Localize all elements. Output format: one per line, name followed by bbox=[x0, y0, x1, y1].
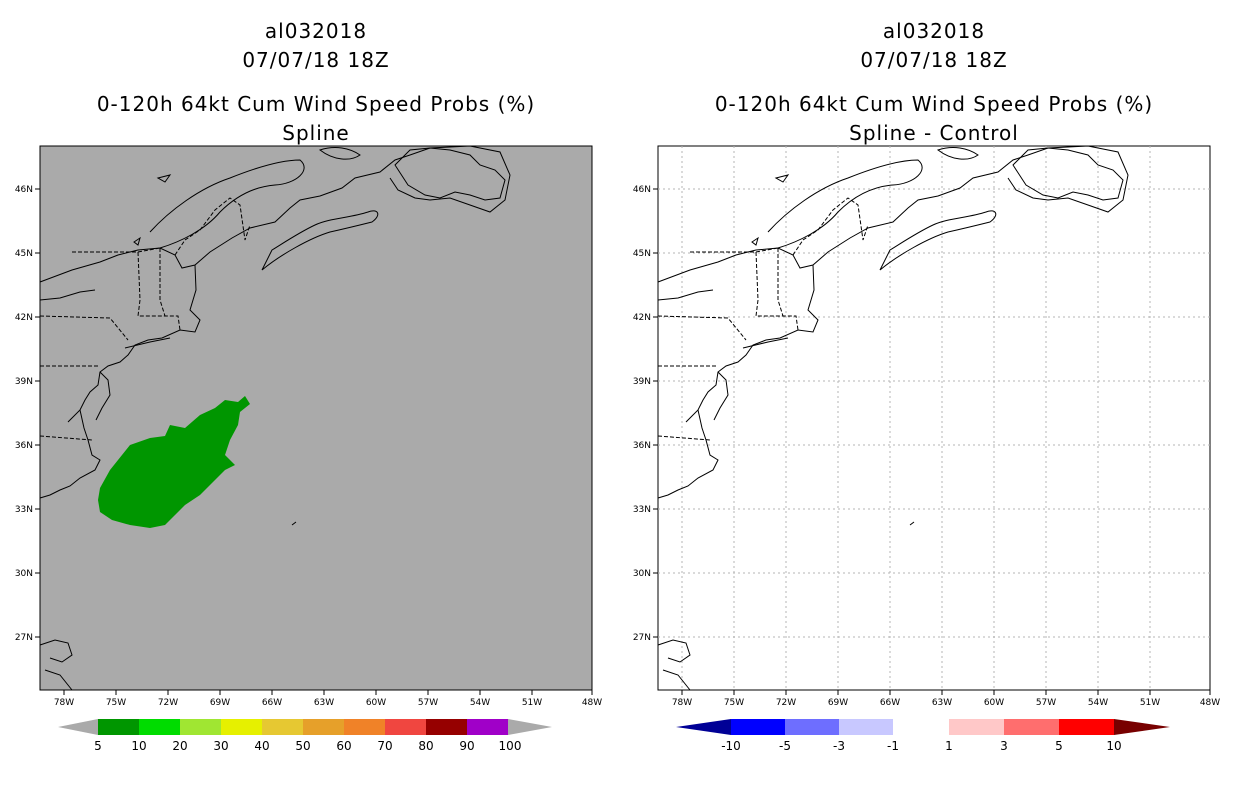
right-lat-label: 33N bbox=[633, 505, 651, 515]
right-lat-label: 39N bbox=[633, 377, 651, 387]
right-lat-label: 30N bbox=[633, 569, 651, 579]
left-lon-label: 75W bbox=[106, 698, 126, 708]
left-colorbar-label: 50 bbox=[295, 739, 310, 753]
left-lon-label: 66W bbox=[262, 698, 282, 708]
left-colorbar-label: 40 bbox=[254, 739, 269, 753]
right-colorbar-label: 10 bbox=[1106, 739, 1121, 753]
right-lon-label: 57W bbox=[1036, 698, 1056, 708]
right-lat-label: 42N bbox=[633, 313, 651, 323]
right-colorbar-high-arrow bbox=[1114, 719, 1170, 735]
right-colorbar-swatch bbox=[785, 719, 839, 735]
left-colorbar-label: 30 bbox=[213, 739, 228, 753]
left-colorbar-swatch bbox=[303, 719, 344, 735]
left-colorbar-swatch bbox=[426, 719, 467, 735]
right-colorbar-swatch bbox=[949, 719, 1004, 735]
left-colorbar-label: 90 bbox=[459, 739, 474, 753]
left-colorbar-swatch bbox=[139, 719, 180, 735]
right-lat-label: 27N bbox=[633, 633, 651, 643]
right-lon-label: 54W bbox=[1088, 698, 1108, 708]
left-colorbar-swatch bbox=[180, 719, 221, 735]
left-colorbar-label: 100 bbox=[499, 739, 522, 753]
left-lon-label: 72W bbox=[158, 698, 178, 708]
right-colorbar-label: 5 bbox=[1055, 739, 1063, 753]
right-colorbar-label: 3 bbox=[1000, 739, 1008, 753]
left-lon-label: 51W bbox=[522, 698, 542, 708]
right-lon-label: 75W bbox=[724, 698, 744, 708]
right-lon-label: 69W bbox=[828, 698, 848, 708]
right-lon-label: 72W bbox=[776, 698, 796, 708]
right-colorbar-label: -5 bbox=[779, 739, 791, 753]
left-lon-label: 78W bbox=[54, 698, 74, 708]
left-map-background bbox=[39, 145, 593, 691]
right-colorbar-label: -3 bbox=[833, 739, 845, 753]
right-lon-label: 66W bbox=[880, 698, 900, 708]
left-lon-label: 60W bbox=[366, 698, 386, 708]
left-colorbar-label: 60 bbox=[336, 739, 351, 753]
left-lat-label: 45N bbox=[15, 249, 33, 259]
left-colorbar-high-arrow bbox=[508, 719, 552, 735]
right-colorbar-label: -10 bbox=[721, 739, 741, 753]
left-colorbar-label: 20 bbox=[172, 739, 187, 753]
left-lat-label: 30N bbox=[15, 569, 33, 579]
left-lat-label: 27N bbox=[15, 633, 33, 643]
right-lat-label: 46N bbox=[633, 185, 651, 195]
left-colorbar-swatch bbox=[221, 719, 262, 735]
right-colorbar-swatch bbox=[731, 719, 785, 735]
left-colorbar-label: 5 bbox=[94, 739, 102, 753]
right-map-background bbox=[657, 145, 1211, 691]
left-colorbar-swatch bbox=[467, 719, 508, 735]
left-colorbar: 5 10 20 30 40 50 60 70 80 90 100 bbox=[58, 719, 552, 753]
left-title-product: 0-120h 64kt Cum Wind Speed Probs (%) bbox=[96, 92, 536, 116]
left-colorbar-swatch bbox=[98, 719, 139, 735]
right-colorbar-label: -1 bbox=[887, 739, 899, 753]
left-colorbar-low-arrow bbox=[58, 719, 98, 735]
left-lat-label: 46N bbox=[15, 185, 33, 195]
right-lat-label: 45N bbox=[633, 249, 651, 259]
left-lon-label: 63W bbox=[314, 698, 334, 708]
left-lon-label: 69W bbox=[210, 698, 230, 708]
right-title-product: 0-120h 64kt Cum Wind Speed Probs (%) bbox=[714, 92, 1154, 116]
right-map: 78W 75W 72W 69W 66W 63W 60W 57W 54W 51W … bbox=[633, 145, 1220, 708]
right-title-storm: al032018 bbox=[882, 19, 986, 43]
right-colorbar-low-arrow bbox=[676, 719, 731, 735]
left-probability-area bbox=[98, 396, 250, 528]
left-title-method: Spline bbox=[282, 121, 350, 145]
right-colorbar-swatch bbox=[1004, 719, 1059, 735]
left-colorbar-swatch bbox=[262, 719, 303, 735]
left-lat-label: 33N bbox=[15, 505, 33, 515]
right-lon-label: 51W bbox=[1140, 698, 1160, 708]
left-title-storm: al032018 bbox=[264, 19, 368, 43]
right-lon-label: 48W bbox=[1200, 698, 1220, 708]
left-colorbar-swatch bbox=[344, 719, 385, 735]
left-lon-label: 57W bbox=[418, 698, 438, 708]
left-map: 78W 75W 72W 69W 66W 63W 60W 57W 54W 51W … bbox=[15, 145, 602, 708]
right-colorbar-swatch bbox=[1059, 719, 1114, 735]
left-lat-label: 36N bbox=[15, 441, 33, 451]
right-title-date: 07/07/18 18Z bbox=[860, 48, 1008, 72]
left-lat-label: 42N bbox=[15, 313, 33, 323]
right-colorbar: -10 -5 -3 -1 1 3 5 10 bbox=[676, 719, 1170, 753]
right-colorbar-swatch bbox=[893, 719, 949, 735]
right-lon-label: 60W bbox=[984, 698, 1004, 708]
left-colorbar-label: 80 bbox=[418, 739, 433, 753]
right-colorbar-swatch bbox=[839, 719, 893, 735]
left-colorbar-label: 70 bbox=[377, 739, 392, 753]
left-colorbar-label: 10 bbox=[131, 739, 146, 753]
right-colorbar-label: 1 bbox=[945, 739, 953, 753]
right-title-method: Spline - Control bbox=[849, 121, 1019, 145]
left-lat-label: 39N bbox=[15, 377, 33, 387]
left-lon-label: 54W bbox=[470, 698, 490, 708]
right-lon-label: 63W bbox=[932, 698, 952, 708]
right-lon-label: 78W bbox=[672, 698, 692, 708]
right-lat-label: 36N bbox=[633, 441, 651, 451]
left-lon-label: 48W bbox=[582, 698, 602, 708]
left-title-date: 07/07/18 18Z bbox=[242, 48, 390, 72]
right-gridlines bbox=[658, 146, 1210, 690]
left-colorbar-swatch bbox=[385, 719, 426, 735]
